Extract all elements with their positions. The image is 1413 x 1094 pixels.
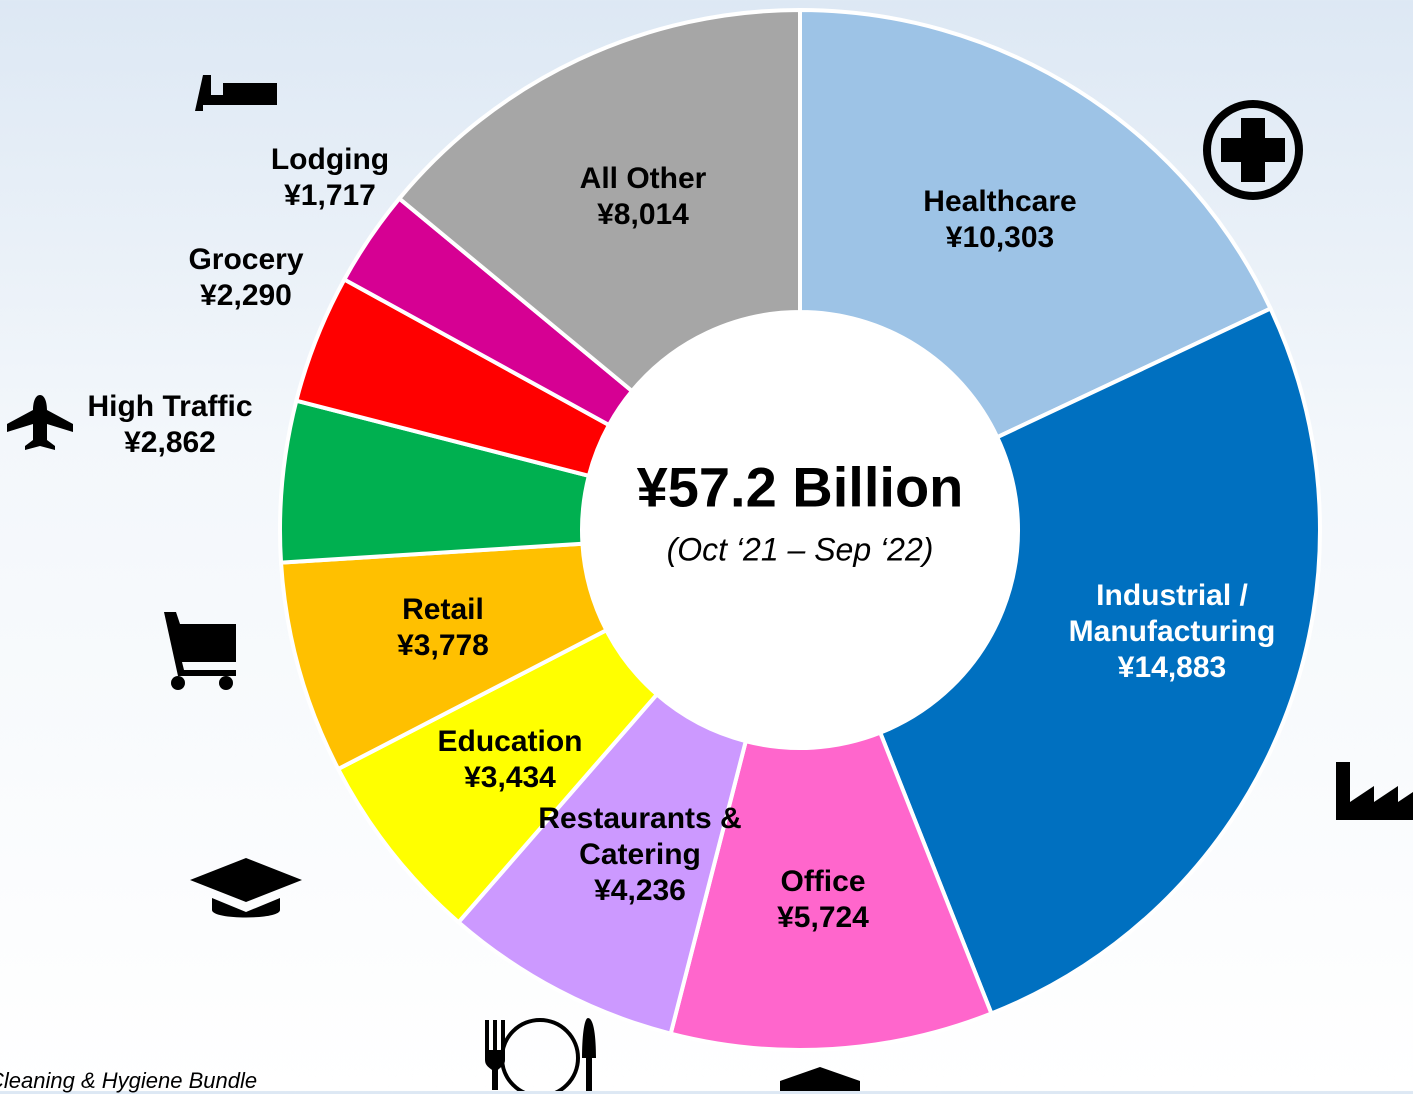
- segment-label: Healthcare ¥10,303: [870, 184, 1130, 256]
- cart-wheel: [219, 676, 233, 690]
- category-label: Lodging: [270, 143, 390, 176]
- value-label: ¥10,303: [945, 221, 1055, 254]
- segment-label: Retail ¥3,778: [343, 592, 543, 664]
- value-label: ¥5,724: [777, 901, 869, 934]
- lodging-icon: [195, 75, 277, 111]
- knife-icon: [582, 1018, 596, 1091]
- segment-label: All Other ¥8,014: [533, 161, 753, 233]
- value-label: ¥3,778: [397, 629, 489, 662]
- education-icon: [190, 858, 302, 918]
- office-icon: [780, 1067, 860, 1091]
- fork-icon: [485, 1020, 505, 1090]
- value-label: ¥3,434: [464, 761, 556, 794]
- segment-label: Education ¥3,434: [400, 724, 620, 796]
- category-label: Office: [780, 865, 866, 898]
- category-label: Grocery: [188, 243, 304, 276]
- value-label: ¥2,862: [124, 426, 216, 459]
- center-title: ¥57.2 Billion: [636, 455, 964, 519]
- segment-label: Industrial / Manufacturing ¥14,883: [1022, 578, 1322, 686]
- value-label: ¥8,014: [597, 198, 689, 231]
- category-label: Retail: [402, 593, 484, 626]
- donut-hole: [582, 312, 1018, 748]
- value-label: ¥1,717: [284, 179, 376, 212]
- category-label: High Traffic: [87, 390, 253, 423]
- segment-label: Lodging ¥1,717: [220, 142, 440, 214]
- icons: [7, 75, 1413, 1091]
- footnote: Cleaning & Hygiene Bundle: [0, 1068, 258, 1093]
- donut-segment: [668, 730, 995, 1052]
- category-label: Industrial / Manufacturing: [1068, 579, 1276, 648]
- plate-icon: [500, 1018, 580, 1091]
- cart-icon: [156, 612, 236, 676]
- segment-label: High Traffic ¥2,862: [50, 389, 290, 461]
- segment-label: Grocery ¥2,290: [136, 242, 356, 314]
- factory-icon: [1336, 762, 1413, 820]
- value-label: ¥2,290: [200, 279, 292, 312]
- segment-label: Restaurants & Catering ¥4,236: [490, 801, 790, 909]
- category-label: Healthcare: [923, 185, 1077, 218]
- value-label: ¥14,883: [1117, 651, 1227, 684]
- category-label: All Other: [579, 162, 707, 195]
- category-label: Education: [437, 725, 583, 758]
- category-label: Restaurants & Catering: [538, 802, 742, 871]
- segment-label: Office ¥5,724: [723, 864, 923, 936]
- airplane-icon: [7, 395, 73, 450]
- cart-wheel: [171, 676, 185, 690]
- healthcare-icon-cross: [1221, 118, 1285, 182]
- value-label: ¥4,236: [594, 874, 686, 907]
- healthcare-icon: [1203, 100, 1303, 200]
- center-subtitle: (Oct ‘21 – Sep ‘22): [666, 531, 934, 568]
